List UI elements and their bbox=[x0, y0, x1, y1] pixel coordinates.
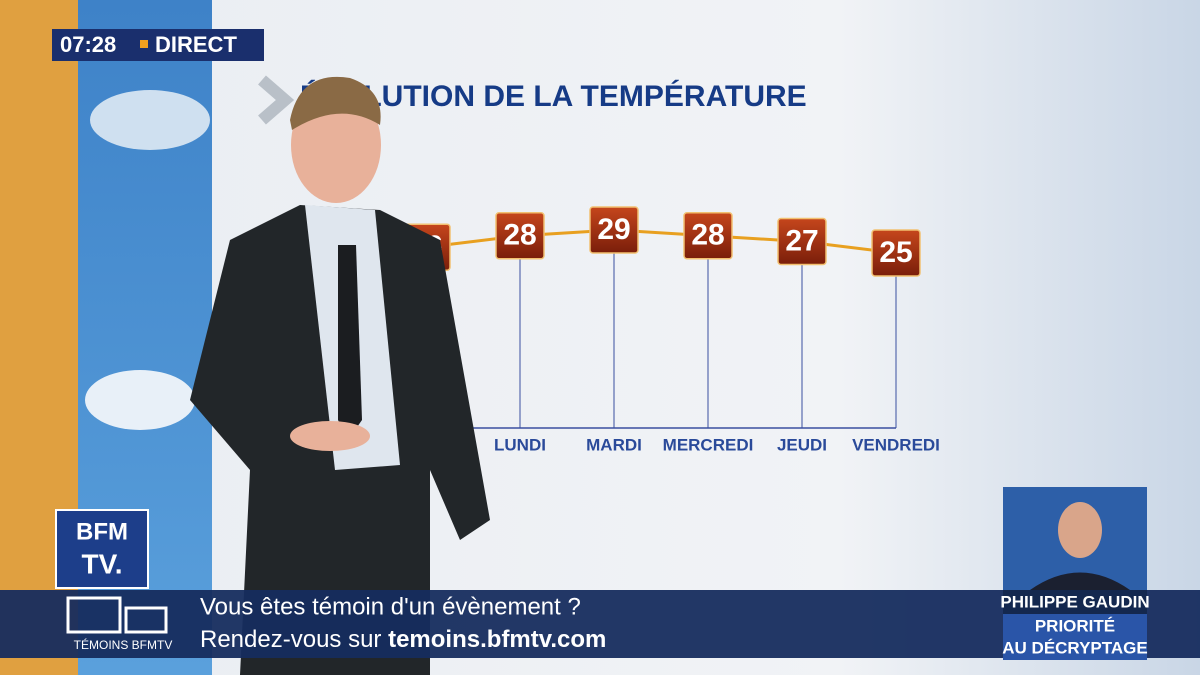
chevron bbox=[258, 75, 295, 125]
live-label: DIRECT bbox=[155, 32, 237, 57]
guest-tagline: PRIORITÉ bbox=[1035, 616, 1115, 635]
guest-name-bar bbox=[1003, 590, 1147, 614]
value-box bbox=[777, 217, 827, 266]
guest-face bbox=[1058, 502, 1102, 558]
value-label: 25 bbox=[879, 236, 912, 269]
presenter bbox=[190, 76, 490, 675]
value-label: 28 bbox=[691, 219, 724, 252]
icon bbox=[124, 606, 168, 634]
day-label: MARDI bbox=[586, 435, 642, 454]
guest-tagline: AU DÉCRYPTAGE bbox=[1002, 638, 1147, 657]
value-box bbox=[871, 229, 921, 277]
logo-text: TV. bbox=[82, 548, 123, 579]
ticker-line: Rendez-vous sur temoins.bfmtv.com bbox=[200, 626, 606, 653]
ticker-label: TÉMOINS BFMTV bbox=[74, 637, 173, 652]
cloud bbox=[90, 90, 210, 150]
clock-bar bbox=[52, 29, 264, 61]
guest-tag-bar bbox=[1003, 614, 1147, 660]
day-label: VENDREDI bbox=[852, 435, 940, 454]
day-label: MERCREDI bbox=[663, 435, 754, 454]
logo bbox=[55, 509, 149, 589]
ticker bbox=[0, 590, 1200, 658]
icon bbox=[66, 596, 122, 634]
guest-suit bbox=[1030, 572, 1130, 590]
clock: 07:28 bbox=[60, 32, 116, 57]
cloud bbox=[85, 370, 195, 430]
value-box bbox=[495, 212, 545, 260]
value-label: 27 bbox=[785, 224, 818, 257]
day-label: JEUDI bbox=[777, 435, 827, 454]
ticker-prefix: Rendez-vous sur bbox=[200, 626, 381, 653]
value-box bbox=[683, 212, 733, 260]
guest-name: PHILIPPE GAUDIN bbox=[1000, 592, 1149, 611]
ticker-link: temoins.bfmtv.com bbox=[388, 626, 606, 653]
separator bbox=[140, 40, 148, 48]
day-label: LUNDI bbox=[494, 435, 546, 454]
chart-title: ÉVOLUTION DE LA TEMPÉRATURE bbox=[300, 79, 807, 113]
ticker-line: Vous êtes témoin d'un évènement ? bbox=[200, 593, 581, 620]
value-label: 29 bbox=[597, 213, 630, 246]
logo-text: BFM bbox=[76, 518, 128, 545]
value-box bbox=[589, 206, 639, 254]
value-label: 28 bbox=[503, 219, 536, 252]
